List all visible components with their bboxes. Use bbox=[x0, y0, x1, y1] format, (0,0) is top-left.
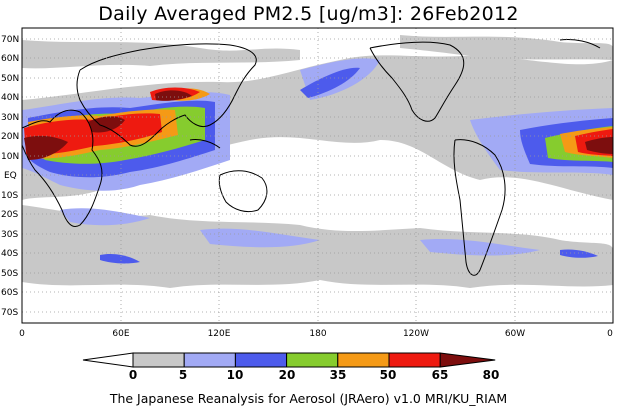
colorbar-tick: 10 bbox=[227, 368, 244, 382]
colorbar-swatch bbox=[286, 352, 339, 368]
lat-label: 10S bbox=[1, 191, 18, 201]
lat-label: 70N bbox=[1, 35, 19, 45]
lon-label: 180 bbox=[309, 329, 326, 339]
lon-label: 60E bbox=[112, 329, 129, 339]
lat-label: 30N bbox=[1, 113, 19, 123]
lat-label: 50N bbox=[1, 74, 19, 84]
colorbar-tick: 35 bbox=[330, 368, 347, 382]
colorbar-swatch bbox=[337, 352, 390, 368]
latitude-axis: 70N 60N 50N 40N 30N 20N 10N EQ 10S 20S 3… bbox=[1, 35, 19, 318]
lat-label: 60S bbox=[1, 288, 18, 298]
colorbar-swatch bbox=[234, 352, 288, 368]
longitude-axis: 0 60E 120E 180 120W 60W 0 bbox=[19, 329, 613, 339]
lat-label: 70S bbox=[1, 308, 18, 318]
coastlines bbox=[22, 39, 601, 276]
colorbar-arrow-low bbox=[82, 352, 134, 368]
colorbar: 0 5 10 20 35 50 65 80 bbox=[82, 352, 500, 382]
footer-credit: The Japanese Reanalysis for Aerosol (JRA… bbox=[109, 391, 508, 406]
lat-label: 60N bbox=[1, 54, 19, 64]
colorbar-tick: 50 bbox=[380, 368, 397, 382]
colorbar-swatches bbox=[82, 352, 496, 368]
graticule bbox=[22, 28, 613, 323]
colorbar-arrow-high bbox=[439, 352, 496, 368]
colorbar-swatch bbox=[132, 352, 185, 368]
lat-label: 50S bbox=[1, 269, 18, 279]
colorbar-tick: 20 bbox=[279, 368, 296, 382]
lat-label: 40S bbox=[1, 249, 18, 259]
lat-label: 20S bbox=[1, 210, 18, 220]
colorbar-swatch bbox=[388, 352, 441, 368]
lon-label: 120W bbox=[403, 329, 429, 339]
map-plot-area bbox=[22, 28, 613, 323]
lon-label: 60W bbox=[505, 329, 525, 339]
colorbar-tick-labels: 0 5 10 20 35 50 65 80 bbox=[129, 368, 500, 382]
lat-label: 40N bbox=[1, 93, 19, 103]
lon-label: 120E bbox=[208, 329, 231, 339]
lon-label: 0 bbox=[607, 329, 613, 339]
colorbar-swatch bbox=[183, 352, 236, 368]
colorbar-tick: 0 bbox=[129, 368, 137, 382]
map-title: Daily Averaged PM2.5 [ug/m3]: 26Feb2012 bbox=[98, 3, 519, 25]
colorbar-tick: 80 bbox=[483, 368, 500, 382]
lat-label: 30S bbox=[1, 230, 18, 240]
lon-label: 0 bbox=[19, 329, 25, 339]
lat-label: 10N bbox=[1, 152, 19, 162]
field-level-80-plus bbox=[24, 90, 613, 160]
lat-label: 20N bbox=[1, 132, 19, 142]
map-frame bbox=[21, 27, 614, 324]
lat-label: EQ bbox=[4, 171, 17, 181]
colorbar-tick: 5 bbox=[179, 368, 187, 382]
colorbar-tick: 65 bbox=[432, 368, 449, 382]
